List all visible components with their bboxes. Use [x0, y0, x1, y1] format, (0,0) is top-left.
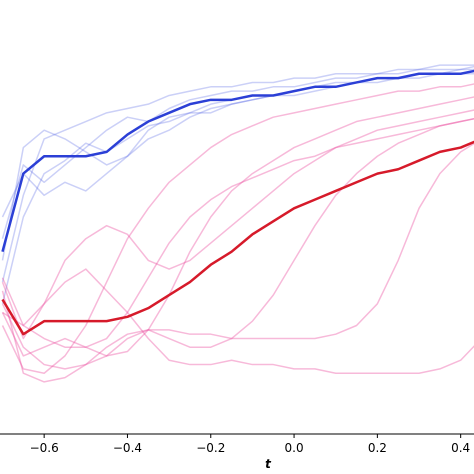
x-tick-label: 0.2 — [368, 441, 387, 455]
series-line — [1, 83, 474, 374]
x-tick-label: −0.2 — [196, 441, 225, 455]
series-line — [1, 109, 474, 340]
series-line — [1, 140, 474, 336]
series-line — [1, 117, 474, 370]
series-line — [1, 64, 474, 283]
x-tick-label: −0.6 — [30, 441, 59, 455]
series-line — [1, 117, 474, 348]
x-tick-label: 0.0 — [285, 441, 304, 455]
x-tick-label: −0.4 — [113, 441, 142, 455]
series-line — [2, 268, 474, 374]
series-line — [1, 69, 474, 253]
series-line — [1, 96, 474, 357]
plot-area — [1, 64, 474, 383]
series-line — [1, 142, 474, 383]
x-axis-label: t — [265, 457, 272, 471]
series-line — [1, 65, 474, 239]
series-line — [1, 73, 474, 304]
x-tick-label: 0.4 — [451, 441, 470, 455]
